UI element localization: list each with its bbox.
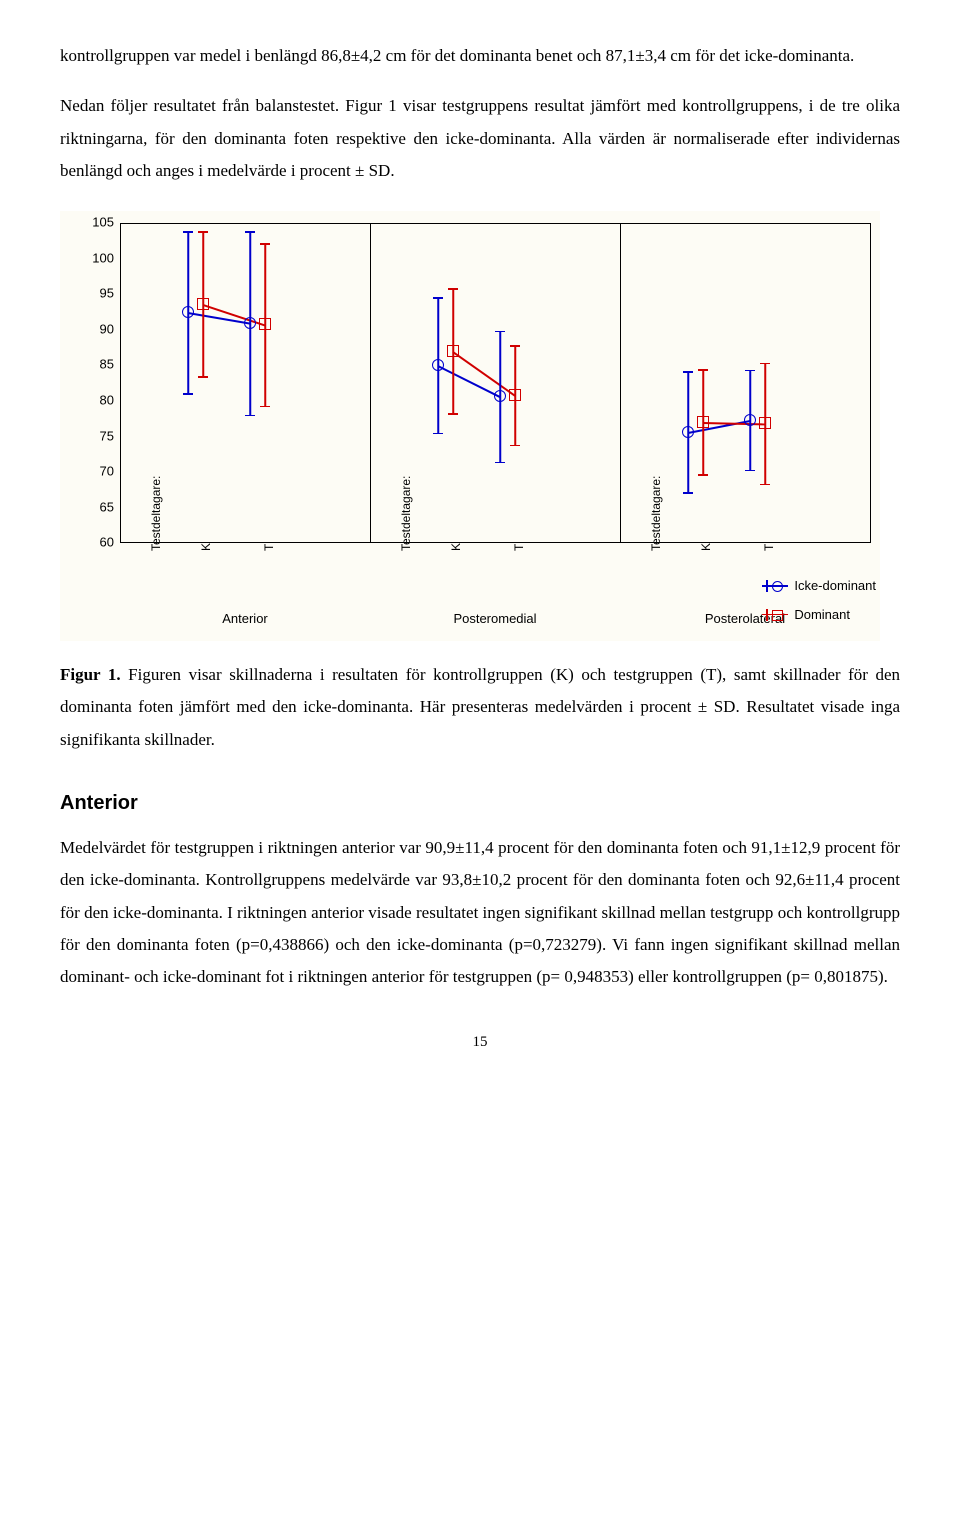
y-tick: 85	[74, 353, 114, 378]
x-tick-label: K	[445, 543, 468, 551]
y-tick: 65	[74, 495, 114, 520]
x-tick-label: Testdeltagare:	[145, 476, 168, 551]
legend-marker-icke	[762, 580, 788, 592]
x-tick-label: T	[258, 544, 281, 551]
y-tick: 95	[74, 282, 114, 307]
legend-marker-dom	[762, 609, 788, 621]
y-tick: 80	[74, 389, 114, 414]
x-axis-cell: Testdeltagare:KTAnterior	[120, 549, 370, 619]
y-tick: 100	[74, 246, 114, 271]
x-axis-cell: Testdeltagare:KTPosteromedial	[370, 549, 620, 619]
y-tick: 70	[74, 460, 114, 485]
figure-1-caption: Figur 1. Figuren visar skillnaderna i re…	[60, 659, 900, 756]
x-tick-label: K	[195, 543, 218, 551]
chart-panels	[120, 223, 870, 543]
x-tick-label: T	[758, 544, 781, 551]
section-heading-anterior: Anterior	[60, 784, 900, 822]
y-axis: 6065707580859095100105	[74, 223, 114, 543]
paragraph-3: Medelvärdet för testgruppen i riktningen…	[60, 832, 900, 993]
figure-1-caption-body: Figuren visar skillnaderna i resultaten …	[60, 665, 900, 749]
y-tick: 105	[74, 211, 114, 236]
x-tick-label: Testdeltagare:	[395, 476, 418, 551]
page-number: 15	[60, 1028, 900, 1057]
x-tick-label: Testdeltagare:	[645, 476, 668, 551]
x-axis-row: Testdeltagare:KTAnteriorTestdeltagare:KT…	[120, 549, 870, 619]
figure-1-chart: 6065707580859095100105 Testdeltagare:KTA…	[60, 211, 880, 641]
legend-label-dom: Dominant	[794, 603, 850, 628]
y-tick: 75	[74, 424, 114, 449]
paragraph-1: kontrollgruppen var medel i benlängd 86,…	[60, 40, 900, 72]
legend-label-icke: Icke-dominant	[794, 574, 876, 599]
y-tick: 90	[74, 318, 114, 343]
panel-label: Posteromedial	[370, 607, 620, 632]
x-tick-label: K	[695, 543, 718, 551]
legend-item-icke: Icke-dominant	[762, 574, 876, 599]
figure-1-caption-label: Figur 1.	[60, 665, 121, 684]
paragraph-2: Nedan följer resultatet från balansteste…	[60, 90, 900, 187]
panel-label: Anterior	[120, 607, 370, 632]
chart-legend: Icke-dominant Dominant	[762, 574, 876, 631]
x-tick-label: T	[508, 544, 531, 551]
y-tick: 60	[74, 531, 114, 556]
legend-item-dom: Dominant	[762, 603, 876, 628]
